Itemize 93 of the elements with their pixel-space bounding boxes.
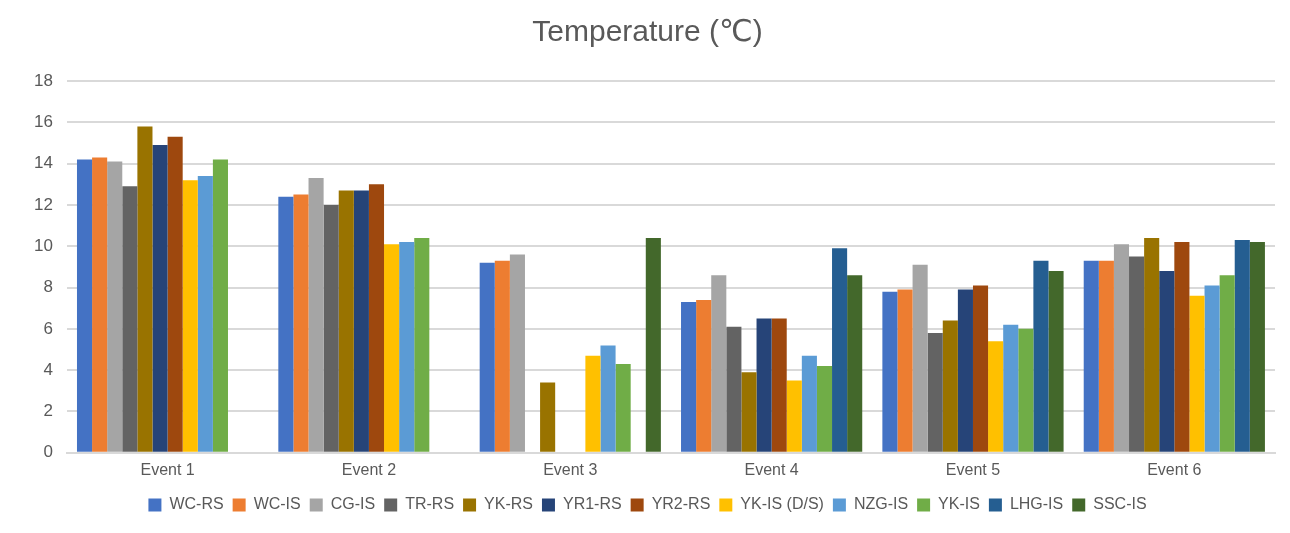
legend-label: YR1-RS xyxy=(562,495,622,513)
legend-label: SSC-IS xyxy=(1093,495,1147,513)
bar xyxy=(1234,240,1250,452)
bar xyxy=(585,355,601,452)
legend-label: YK-RS xyxy=(484,495,533,513)
legend-label: YK-IS xyxy=(938,495,980,513)
y-tick-label: 0 xyxy=(43,442,53,462)
bar xyxy=(988,341,1004,452)
bar xyxy=(182,180,198,452)
bar xyxy=(681,302,697,452)
legend-label: TR-RS xyxy=(405,495,455,513)
bar xyxy=(1048,271,1064,452)
bar xyxy=(600,345,616,452)
bar xyxy=(832,248,848,452)
legend-label: WC-IS xyxy=(253,495,301,513)
bar xyxy=(338,190,354,452)
bar xyxy=(1083,260,1099,452)
bar xyxy=(399,242,415,452)
x-tick-label: Event 1 xyxy=(140,460,195,478)
y-tick-label: 12 xyxy=(33,194,53,214)
bar xyxy=(696,299,712,452)
bar xyxy=(615,363,631,452)
bar xyxy=(1113,244,1130,452)
y-tick-label: 16 xyxy=(33,112,53,131)
legend-label: YR2-RS xyxy=(651,495,711,513)
bar xyxy=(353,190,369,452)
bar xyxy=(711,275,727,452)
y-tick-label: 6 xyxy=(43,318,53,338)
bar xyxy=(1129,256,1145,452)
bar xyxy=(384,244,400,452)
y-tick-label: 18 xyxy=(33,70,53,90)
bar xyxy=(741,372,757,452)
bar xyxy=(137,126,153,452)
bar xyxy=(1249,242,1265,452)
bar xyxy=(726,326,742,452)
legend-label: LHG-IS xyxy=(1009,495,1064,513)
legend-label: YK-IS (D/S) xyxy=(740,495,824,513)
bar xyxy=(942,320,958,452)
x-tick-label: Event 4 xyxy=(744,460,799,478)
bar xyxy=(771,318,787,452)
y-tick-label: 14 xyxy=(33,153,53,173)
bar xyxy=(801,355,817,452)
bar xyxy=(197,176,213,452)
bar xyxy=(152,145,168,452)
bar xyxy=(1204,285,1220,452)
bar xyxy=(323,204,339,452)
y-tick-label: 8 xyxy=(43,277,53,297)
bar xyxy=(1033,260,1049,452)
bar xyxy=(308,178,324,452)
bar xyxy=(107,161,123,452)
bar xyxy=(882,291,898,452)
legend-label: CG-IS xyxy=(330,495,376,513)
bar xyxy=(368,184,385,452)
bar xyxy=(957,289,973,452)
bar xyxy=(756,318,772,452)
bar xyxy=(1003,324,1019,452)
bar xyxy=(912,264,928,452)
bar xyxy=(76,159,93,452)
bar xyxy=(509,254,525,452)
chart-title: Temperature (℃) xyxy=(532,14,763,48)
bar xyxy=(1189,295,1205,452)
x-tick-label: Event 2 xyxy=(341,460,397,478)
bar xyxy=(167,136,183,452)
y-tick-label: 2 xyxy=(43,401,53,421)
bar xyxy=(278,196,294,452)
bar xyxy=(293,194,309,452)
legend-label: WC-RS xyxy=(169,495,224,513)
bar xyxy=(645,237,661,452)
bar xyxy=(786,380,802,452)
bar xyxy=(92,157,108,452)
x-tick-label: Event 5 xyxy=(945,460,1001,478)
y-tick-label: 10 xyxy=(33,235,53,255)
bar xyxy=(494,260,510,452)
legend-label: NZG-IS xyxy=(853,495,909,513)
x-tick-label: Event 3 xyxy=(543,460,598,478)
y-tick-label: 4 xyxy=(43,359,53,379)
bar xyxy=(1174,242,1190,452)
bar xyxy=(1219,275,1235,452)
bar xyxy=(972,285,989,452)
x-tick-label: Event 6 xyxy=(1147,460,1202,478)
bar xyxy=(540,382,556,452)
bar xyxy=(1144,237,1160,452)
bar xyxy=(414,237,430,452)
bar xyxy=(927,333,943,452)
bar xyxy=(212,159,228,452)
bar xyxy=(897,289,913,452)
bar xyxy=(816,366,833,452)
bar xyxy=(847,275,863,452)
bar xyxy=(1098,260,1114,452)
bar xyxy=(122,186,138,452)
bar xyxy=(1159,271,1175,452)
bar xyxy=(1018,328,1034,452)
bar xyxy=(479,262,495,452)
